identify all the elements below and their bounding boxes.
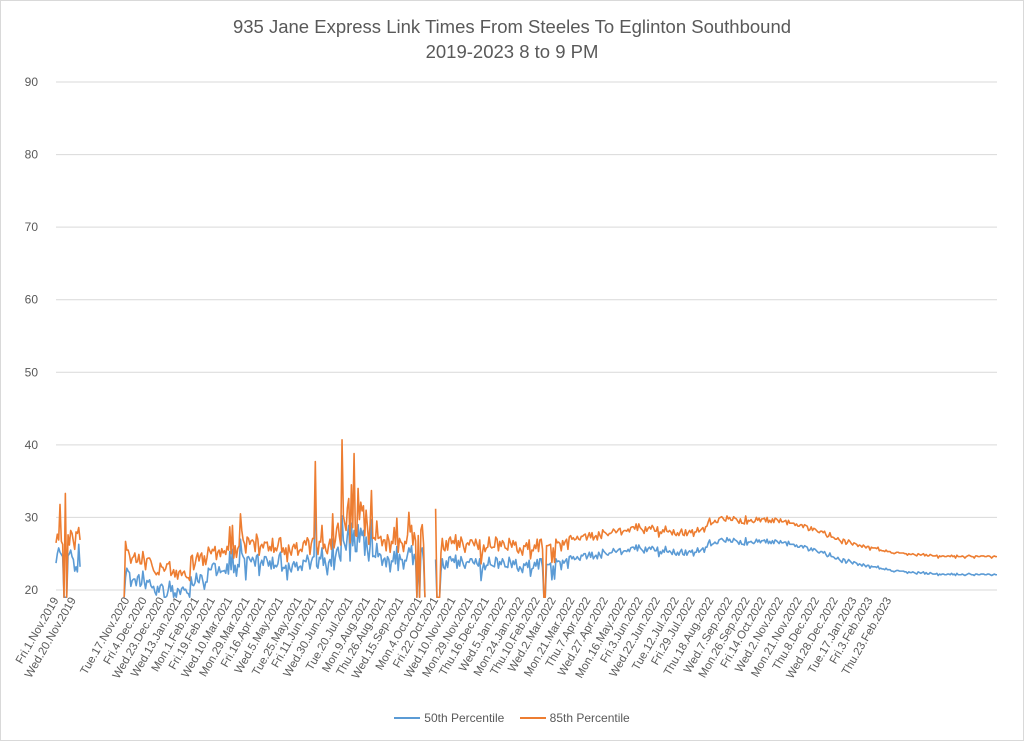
legend: 50th Percentile 85th Percentile [0,708,1024,725]
series-line-85th-percentile [55,438,997,599]
legend-item-85th: 85th Percentile [519,711,630,725]
gridlines [56,81,997,591]
y-tick-label: 40 [25,438,39,452]
series-lines [55,438,997,599]
chart-subtitle: 2019-2023 8 to 9 PM [425,41,599,62]
legend-swatch-50th [394,717,421,719]
chart-title: 935 Jane Express Link Times From Steeles… [232,16,792,37]
legend-label-50th: 50th Percentile [424,711,505,725]
y-tick-label: 30 [25,510,39,524]
legend-label-85th: 85th Percentile [549,711,630,725]
y-tick-label: 80 [25,148,39,162]
series-line-50th-percentile [55,481,997,599]
y-tick-label: 50 [25,365,39,379]
y-tick-label: 70 [25,220,39,234]
y-tick-label: 90 [25,75,39,89]
legend-swatch-85th [519,717,546,719]
y-axis-tick-labels: 20 30 40 50 60 70 80 90 [25,75,39,597]
y-tick-label: 60 [25,293,39,307]
legend-item-50th: 50th Percentile [394,711,504,725]
y-tick-label: 20 [25,583,39,597]
